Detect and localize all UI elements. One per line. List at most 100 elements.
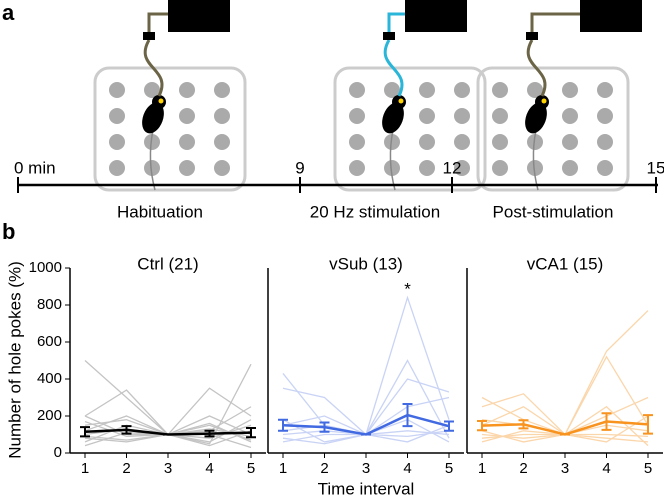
y-tick-label: 800: [37, 296, 62, 313]
chart: Ctrl (21) 0 200 400 600 800 1000 1 2 3 4 5 Number of…: [5, 254, 266, 477]
x-tick-label: 5: [644, 460, 652, 477]
hole: [384, 160, 400, 176]
x-axis-label: Time interval: [318, 479, 415, 498]
y-tick-label: 1000: [29, 259, 62, 276]
error-bar: [601, 412, 612, 431]
subject-line: [481, 310, 649, 436]
subject-line: [84, 424, 252, 449]
hole: [144, 134, 160, 150]
arena: [476, 66, 630, 192]
mouse: [382, 102, 404, 134]
y-tick-label: 400: [37, 370, 62, 387]
x-tick-label: 1: [81, 460, 89, 477]
hole: [562, 134, 578, 150]
hole: [597, 108, 613, 124]
x-tick-label: 3: [362, 460, 370, 477]
error-bar: [246, 427, 256, 439]
hole: [419, 108, 435, 124]
stim-box: [405, 0, 467, 32]
hole: [179, 108, 195, 124]
y-axis-label: Number of hole pokes (%): [5, 261, 24, 458]
wire: [526, 39, 547, 97]
connector: [383, 32, 395, 40]
y-tick-label: 600: [37, 333, 62, 350]
x-tick-label: 4: [205, 460, 213, 477]
phase-label: Post-stimulation: [493, 202, 614, 221]
cable: [387, 12, 405, 32]
x-tick-label: 1: [478, 460, 486, 477]
y-tick-label: 200: [37, 407, 62, 424]
hole: [349, 160, 365, 176]
phase-label: 20 Hz stimulation: [310, 202, 440, 221]
mouse: [525, 102, 547, 134]
connector: [526, 32, 538, 40]
hole: [109, 82, 125, 98]
x-tick-label: 2: [519, 460, 527, 477]
hole: [109, 134, 125, 150]
error-bar: [121, 425, 132, 435]
chart: vCA1 (15) 1 2 3 4 5: [466, 254, 663, 477]
hole: [454, 108, 470, 124]
hole: [492, 134, 508, 150]
hole: [214, 108, 230, 124]
hole: [597, 134, 613, 150]
subject-line: [282, 295, 450, 436]
hole: [492, 108, 508, 124]
hole: [144, 160, 160, 176]
error-bar: [204, 429, 215, 438]
error-bar: [477, 419, 487, 432]
x-tick-label: 2: [122, 460, 130, 477]
y-tick-label: 0: [54, 444, 62, 461]
implant: [158, 98, 164, 104]
error-bar: [319, 421, 330, 433]
panel-label: a: [2, 0, 15, 25]
hole: [349, 108, 365, 124]
hole: [562, 82, 578, 98]
wire: [383, 39, 404, 97]
hole: [527, 82, 543, 98]
stim-box: [168, 0, 230, 32]
arena: [93, 66, 247, 192]
hole: [454, 160, 470, 176]
chart: vSub (13) 1 2 3 4 5 Time interval *: [267, 254, 464, 498]
hole: [349, 82, 365, 98]
error-bar: [278, 418, 288, 432]
implant: [398, 98, 404, 104]
error-bar: [402, 402, 413, 428]
x-tick-label: 3: [164, 460, 172, 477]
error-bar: [518, 419, 529, 430]
subject-line: [84, 415, 252, 441]
hole: [214, 160, 230, 176]
hole: [214, 82, 230, 98]
x-tick-label: 4: [602, 460, 610, 477]
hole: [562, 160, 578, 176]
chart-title: vCA1 (15): [527, 254, 604, 273]
connector: [143, 32, 155, 40]
annotation: *: [404, 280, 411, 299]
hole: [597, 160, 613, 176]
hole: [419, 160, 435, 176]
hole: [179, 82, 195, 98]
hole: [527, 160, 543, 176]
x-tick-label: 4: [403, 460, 411, 477]
hole: [144, 82, 160, 98]
hole: [597, 82, 613, 98]
hole: [492, 160, 508, 176]
hole: [109, 160, 125, 176]
x-tick-label: 1: [279, 460, 287, 477]
chart-title: Ctrl (21): [137, 254, 198, 273]
phase-label: Habituation: [117, 202, 203, 221]
panel-label: b: [2, 219, 15, 244]
hole: [492, 82, 508, 98]
wire: [143, 39, 164, 97]
cable: [147, 12, 168, 32]
cable: [530, 12, 580, 32]
error-bar: [643, 414, 653, 435]
panel-a: a: [2, 0, 15, 25]
hole: [179, 134, 195, 150]
hole: [214, 134, 230, 150]
stim-label: stim: [415, 6, 446, 25]
arena: [333, 66, 487, 192]
hole: [562, 108, 578, 124]
